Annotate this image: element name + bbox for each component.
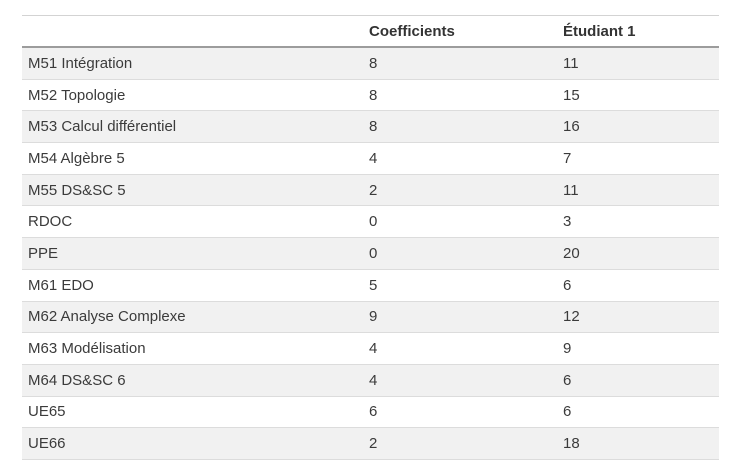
cell-subject: M53 Calcul différentiel <box>28 118 177 136</box>
header-cell-etudiant1: Étudiant 1 <box>563 22 636 40</box>
cell-subject: M51 Intégration <box>28 54 133 72</box>
table-row: UE66 2 18 <box>22 427 719 460</box>
grades-table-body: M51 Intégration 8 11 M52 Topologie 8 15 … <box>22 47 719 460</box>
cell-subject: M55 DS&SC 5 <box>28 181 126 199</box>
cell-coefficients: 9 <box>369 308 378 326</box>
header-cell-coefficients: Coefficients <box>369 22 455 40</box>
cell-etudiant1: 3 <box>563 213 572 231</box>
cell-coefficients: 8 <box>369 118 378 136</box>
cell-subject: RDOC <box>28 213 73 231</box>
table-row: M63 Modélisation 4 9 <box>22 332 719 365</box>
cell-subject: PPE <box>28 244 59 262</box>
cell-coefficients: 4 <box>369 371 378 389</box>
cell-subject: M52 Topologie <box>28 86 126 104</box>
cell-etudiant1: 18 <box>563 435 580 453</box>
table-row: M61 EDO 5 6 <box>22 269 719 301</box>
cell-coefficients: 8 <box>369 86 378 104</box>
cell-etudiant1: 6 <box>563 403 572 421</box>
cell-coefficients: 8 <box>369 54 378 72</box>
cell-etudiant1: 20 <box>563 244 580 262</box>
table-row: M52 Topologie 8 15 <box>22 79 719 111</box>
cell-coefficients: 2 <box>369 435 378 453</box>
cell-subject: M64 DS&SC 6 <box>28 371 126 389</box>
table-row: M51 Intégration 8 11 <box>22 47 719 80</box>
header-row: Coefficients Étudiant 1 <box>22 15 719 48</box>
cell-subject: UE65 <box>28 403 66 421</box>
cell-etudiant1: 6 <box>563 276 572 294</box>
table-row: UE65 6 6 <box>22 396 719 428</box>
table-row: M62 Analyse Complexe 9 12 <box>22 301 719 333</box>
cell-subject: M61 EDO <box>28 276 94 294</box>
cell-etudiant1: 7 <box>563 149 572 167</box>
table-row: M54 Algèbre 5 4 7 <box>22 142 719 175</box>
table-row: M53 Calcul différentiel 8 16 <box>22 110 719 143</box>
cell-etudiant1: 6 <box>563 371 572 389</box>
cell-subject: M54 Algèbre 5 <box>28 149 125 167</box>
grades-table: Coefficients Étudiant 1 M51 Intégration … <box>22 15 719 460</box>
table-row: M55 DS&SC 5 2 11 <box>22 174 719 206</box>
cell-coefficients: 0 <box>369 244 378 262</box>
header-cell-subject <box>22 16 363 48</box>
cell-coefficients: 4 <box>369 149 378 167</box>
table-row: RDOC 0 3 <box>22 205 719 238</box>
cell-coefficients: 5 <box>369 276 378 294</box>
cell-coefficients: 2 <box>369 181 378 199</box>
cell-etudiant1: 11 <box>563 181 579 199</box>
cell-etudiant1: 9 <box>563 340 572 358</box>
cell-coefficients: 6 <box>369 403 378 421</box>
cell-etudiant1: 11 <box>563 54 579 72</box>
grades-table-header: Coefficients Étudiant 1 <box>22 15 719 48</box>
cell-etudiant1: 12 <box>563 308 580 326</box>
cell-coefficients: 4 <box>369 340 378 358</box>
cell-coefficients: 0 <box>369 213 378 231</box>
cell-etudiant1: 16 <box>563 118 580 136</box>
cell-subject: M63 Modélisation <box>28 340 146 358</box>
table-row: M64 DS&SC 6 4 6 <box>22 364 719 397</box>
table-row: PPE 0 20 <box>22 237 719 270</box>
cell-subject: M62 Analyse Complexe <box>28 308 186 326</box>
cell-subject: UE66 <box>28 435 66 453</box>
grades-table-container: Coefficients Étudiant 1 M51 Intégration … <box>22 15 719 460</box>
cell-etudiant1: 15 <box>563 86 580 104</box>
